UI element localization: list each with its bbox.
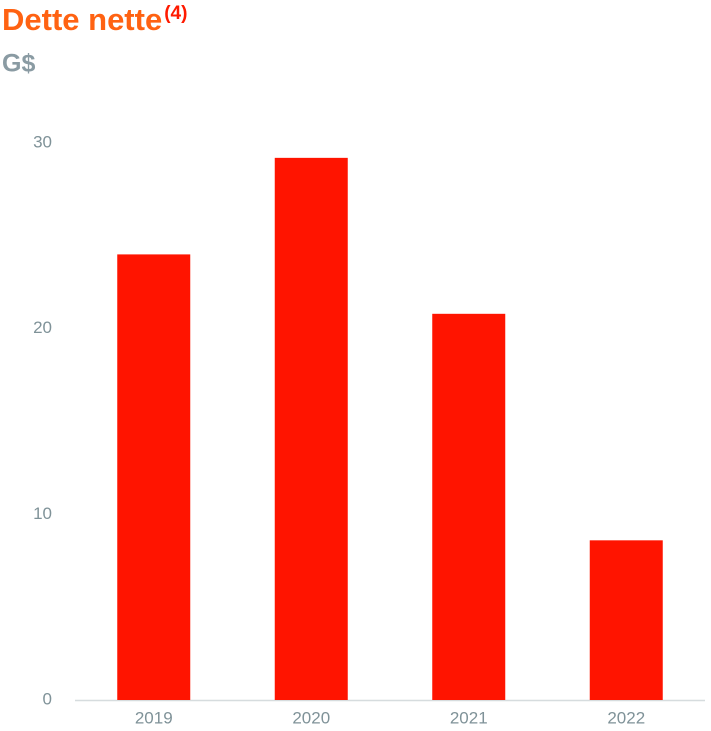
y-tick-label: 30 — [33, 132, 52, 151]
y-tick-label: 10 — [33, 504, 52, 523]
x-tick-label: 2020 — [292, 708, 330, 727]
chart-title: Dette nette — [2, 2, 162, 37]
chart-subtitle: G$ — [2, 50, 35, 78]
x-tick-label: 2022 — [607, 708, 645, 727]
x-tick-label: 2019 — [135, 708, 173, 727]
y-tick-label: 0 — [43, 689, 52, 708]
bar — [589, 540, 663, 700]
bar — [117, 254, 191, 700]
bar — [432, 313, 506, 700]
y-tick-label: 20 — [33, 318, 52, 337]
title-note: (4) — [164, 3, 187, 24]
x-tick-label: 2021 — [450, 708, 488, 727]
bar — [274, 157, 348, 700]
